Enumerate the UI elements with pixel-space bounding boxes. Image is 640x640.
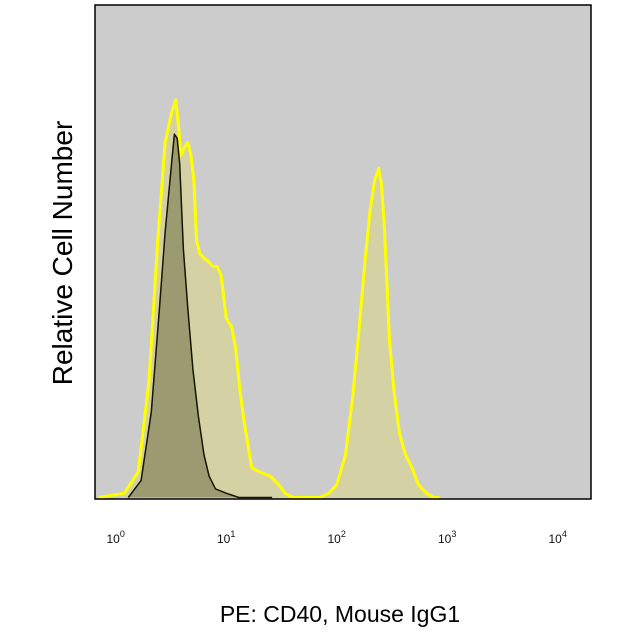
- x-tick-label: 104: [549, 529, 567, 546]
- stained-histogram-line: [98, 98, 440, 499]
- x-tick-label: 101: [217, 529, 235, 546]
- x-tick-label: 100: [107, 529, 125, 546]
- series-layer: [98, 98, 440, 499]
- y-axis-label: Relative Cell Number: [47, 121, 78, 386]
- control-histogram-line: [127, 133, 273, 499]
- x-tick-labels: 100 101 102 103 104: [107, 529, 567, 546]
- x-tick-label: 102: [328, 529, 346, 546]
- x-axis-label: PE: CD40, Mouse IgG1: [220, 601, 460, 627]
- x-tick-label: 103: [438, 529, 456, 546]
- control-histogram-area: [128, 134, 273, 498]
- plot-frame: [94, 4, 592, 500]
